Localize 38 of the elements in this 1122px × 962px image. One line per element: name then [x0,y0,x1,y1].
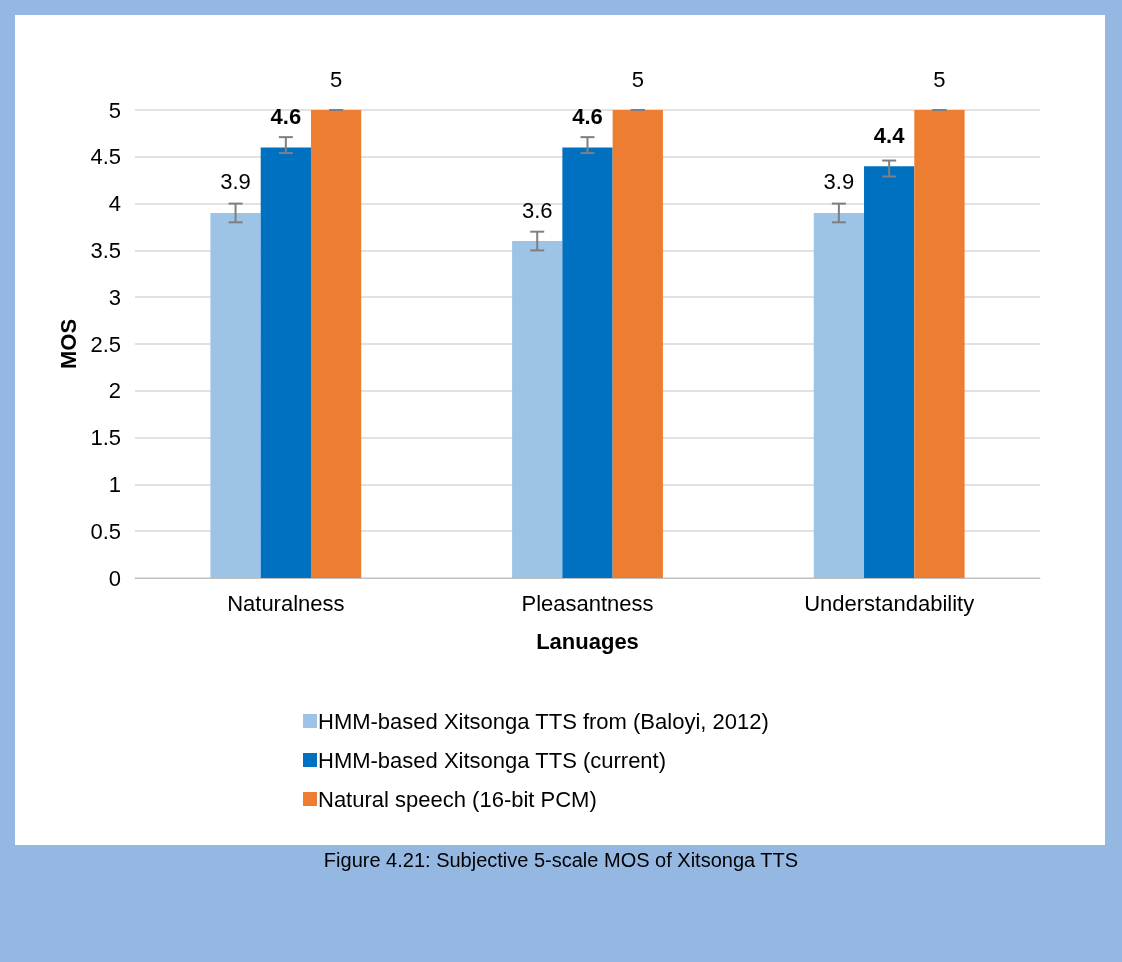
legend-label: Natural speech (16-bit PCM) [318,786,597,812]
x-tick-label: Naturalness [227,590,345,616]
y-tick-label: 0 [108,565,121,591]
data-label: 3.9 [220,169,251,195]
bar [512,241,563,578]
bar [813,212,865,578]
y-tick-label: 3.5 [90,237,121,263]
data-label: 4.6 [572,103,603,129]
caption: Figure 4.21: Subjective 5-scale MOS of Xitsonga TTS [322,849,800,872]
bar [310,110,362,578]
x-axis-title: Lanuages [536,628,639,654]
x-tick-label: Pleasantness [521,590,654,616]
data-label: 3.6 [521,197,553,223]
y-tick-label: 2 [108,378,121,404]
y-tick-label: 3 [108,284,121,310]
data-label: 5 [933,66,946,92]
bar [864,166,915,578]
x-tick-label: Understandability [804,590,975,616]
legend-label: HMM-based Xitsonga TTS (current) [318,747,667,773]
bar [260,147,311,578]
data-label: 5 [329,66,343,92]
data-label: 3.9 [823,169,855,195]
y-tick-label: 1 [108,471,121,497]
bar [612,110,663,578]
data-label: 4.4 [873,122,906,148]
data-label: 4.6 [270,103,302,129]
y-tick-label: 5 [108,97,121,123]
bar [914,110,965,578]
y-tick-label: 0.5 [90,518,121,544]
y-tick-label: 4.5 [90,144,121,170]
y-tick-label: 2.5 [90,331,121,357]
data-label: 5 [631,66,644,92]
y-axis-title: MOS [56,318,82,370]
legend-label: HMM-based Xitsonga TTS from (Baloyi, 2012) [318,708,769,734]
y-tick-label: 1.5 [90,425,121,451]
bar [210,212,261,578]
y-tick-label: 4 [108,191,121,217]
bar [562,147,613,578]
